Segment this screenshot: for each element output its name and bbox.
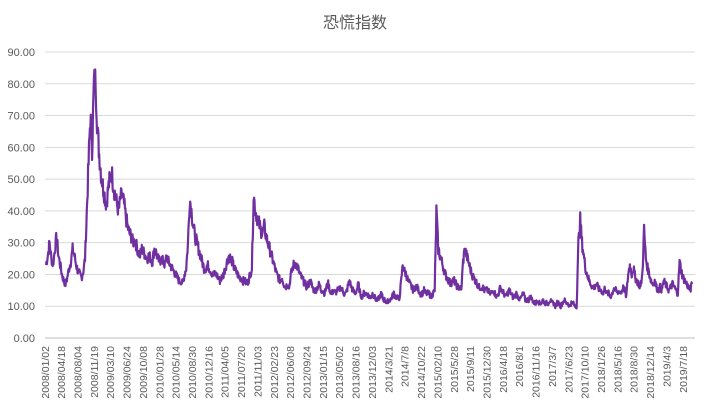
- x-tick-label: 2012/09/24: [302, 346, 314, 399]
- y-tick-label: 40.00: [7, 206, 35, 218]
- x-tick-label: 2017/10/10: [580, 346, 592, 399]
- chart-title: 恐慌指数: [323, 13, 387, 32]
- x-tick-label: 2014/7/8: [400, 346, 412, 387]
- y-tick-label: 20.00: [7, 269, 35, 281]
- x-tick-label: 2008/11/19: [89, 346, 101, 398]
- x-tick-label: 2013/08/16: [351, 346, 363, 399]
- x-tick-label: 2018/12/14: [645, 346, 657, 399]
- x-tick-label: 2013/05/02: [334, 346, 346, 399]
- x-tick-label: 2019/4/3: [661, 346, 673, 387]
- y-tick-label: 60.00: [7, 142, 35, 154]
- x-tick-label: 2011/04/05: [220, 346, 232, 398]
- x-tick-label: 2015/9/11: [465, 346, 477, 392]
- x-tick-label: 2008/08/04: [72, 346, 84, 399]
- x-tick-label: 2013/01/15: [318, 346, 330, 399]
- x-tick-label: 2014/3/21: [383, 346, 395, 393]
- x-tick-label: 2018/5/16: [612, 346, 624, 393]
- x-tick-label: 2012/06/08: [285, 346, 297, 399]
- x-tick-label: 2017/6/23: [563, 346, 575, 393]
- y-tick-label: 10.00: [7, 301, 35, 313]
- x-tick-label: 2012/02/23: [269, 346, 281, 399]
- x-tick-label: 2009/06/24: [122, 346, 134, 399]
- x-tick-label: 2016/4/18: [498, 346, 510, 393]
- y-tick-label: 70.00: [7, 111, 35, 123]
- x-tick-label: 2019/7/18: [678, 346, 690, 393]
- series-line-vix: [44, 68, 694, 310]
- x-tick-label: 2015/02/10: [432, 346, 444, 399]
- y-tick-label: 80.00: [7, 79, 35, 91]
- x-tick-label: 2011/11/03: [252, 346, 264, 397]
- x-tick-label: 2014/10/22: [416, 346, 428, 399]
- y-tick-label: 90.00: [7, 47, 35, 59]
- x-tick-label: 2016/11/16: [531, 346, 543, 398]
- x-tick-label: 2010/08/30: [187, 346, 199, 399]
- x-tick-label: 2008/01/02: [40, 346, 52, 399]
- y-tick-label: 50.00: [7, 174, 35, 186]
- x-tick-label: 2018/1/26: [596, 346, 608, 393]
- gridlines: [45, 51, 695, 307]
- x-tick-label: 2013/12/03: [367, 346, 379, 399]
- x-tick-label: 2017/3/7: [547, 346, 559, 387]
- x-tick-label: 2009/03/10: [105, 346, 117, 399]
- x-tick-label: 2016/8/1: [514, 346, 526, 387]
- y-tick-label: 0.00: [14, 333, 35, 345]
- y-axis-ticks: 0.00 10.00 20.00 30.00 40.00 50.00 60.00 70.00 8…: [7, 47, 35, 345]
- x-tick-label: 2010/05/14: [171, 346, 183, 399]
- x-tick-label: 2018/8/30: [629, 346, 641, 393]
- x-tick-label: 2009/10/08: [138, 346, 150, 399]
- x-tick-label: 2015/12/30: [481, 346, 493, 399]
- x-axis-ticks: 2008/01/02 2008/04/18 2008/08/04 2008/11/19…: [40, 346, 690, 399]
- x-tick-label: 2010/12/16: [203, 346, 215, 399]
- y-tick-label: 30.00: [7, 238, 35, 250]
- x-tick-label: 2011/07/20: [236, 346, 248, 398]
- x-tick-label: 2010/01/28: [154, 346, 166, 399]
- x-tick-label: 2008/04/18: [56, 346, 68, 399]
- x-tick-label: 2015/5/28: [449, 346, 461, 393]
